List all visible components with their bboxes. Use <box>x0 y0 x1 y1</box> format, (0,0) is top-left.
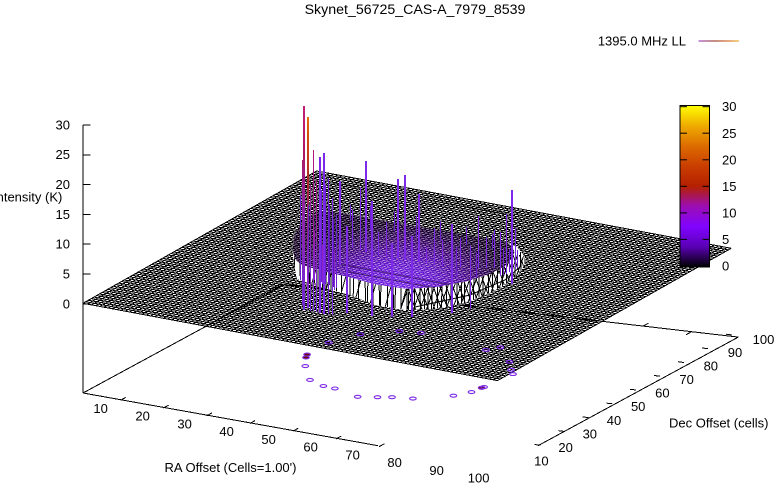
svg-text:10: 10 <box>56 237 70 252</box>
svg-text:15: 15 <box>56 207 70 222</box>
svg-text:Dec Offset (cells): Dec Offset (cells) <box>669 416 768 431</box>
svg-text:20: 20 <box>558 440 572 455</box>
svg-text:70: 70 <box>345 447 359 462</box>
svg-text:80: 80 <box>704 358 718 373</box>
svg-text:100: 100 <box>468 471 490 483</box>
svg-text:10: 10 <box>93 401 107 416</box>
svg-text:90: 90 <box>728 345 742 360</box>
svg-text:30: 30 <box>177 417 191 432</box>
svg-text:80: 80 <box>387 455 401 470</box>
svg-text:90: 90 <box>429 463 443 478</box>
svg-text:30: 30 <box>56 117 70 132</box>
svg-text:30: 30 <box>722 99 736 114</box>
svg-text:20: 20 <box>56 177 70 192</box>
svg-text:30: 30 <box>583 426 597 441</box>
svg-text:60: 60 <box>303 440 317 455</box>
svg-text:40: 40 <box>607 413 621 428</box>
svg-text:100: 100 <box>753 332 775 347</box>
svg-text:20: 20 <box>722 152 736 167</box>
svg-text:Intensity (K): Intensity (K) <box>0 190 62 205</box>
svg-text:1395.0 MHz LL: 1395.0 MHz LL <box>598 34 686 49</box>
svg-text:0: 0 <box>63 296 70 311</box>
svg-text:25: 25 <box>56 147 70 162</box>
svg-text:50: 50 <box>261 432 275 447</box>
svg-text:RA Offset (Cells=1.00'): RA Offset (Cells=1.00') <box>165 460 297 475</box>
svg-text:5: 5 <box>63 267 70 282</box>
svg-text:10: 10 <box>722 205 736 220</box>
svg-text:70: 70 <box>679 372 693 387</box>
svg-text:20: 20 <box>135 409 149 424</box>
svg-text:60: 60 <box>655 386 669 401</box>
svg-text:25: 25 <box>722 126 736 141</box>
svg-text:50: 50 <box>631 399 645 414</box>
svg-text:0: 0 <box>722 259 729 274</box>
svg-text:10: 10 <box>534 454 548 469</box>
svg-text:40: 40 <box>219 424 233 439</box>
svg-text:Skynet_56725_CAS-A_7979_8539: Skynet_56725_CAS-A_7979_8539 <box>305 2 526 18</box>
svg-text:5: 5 <box>722 232 729 247</box>
svg-text:15: 15 <box>722 179 736 194</box>
